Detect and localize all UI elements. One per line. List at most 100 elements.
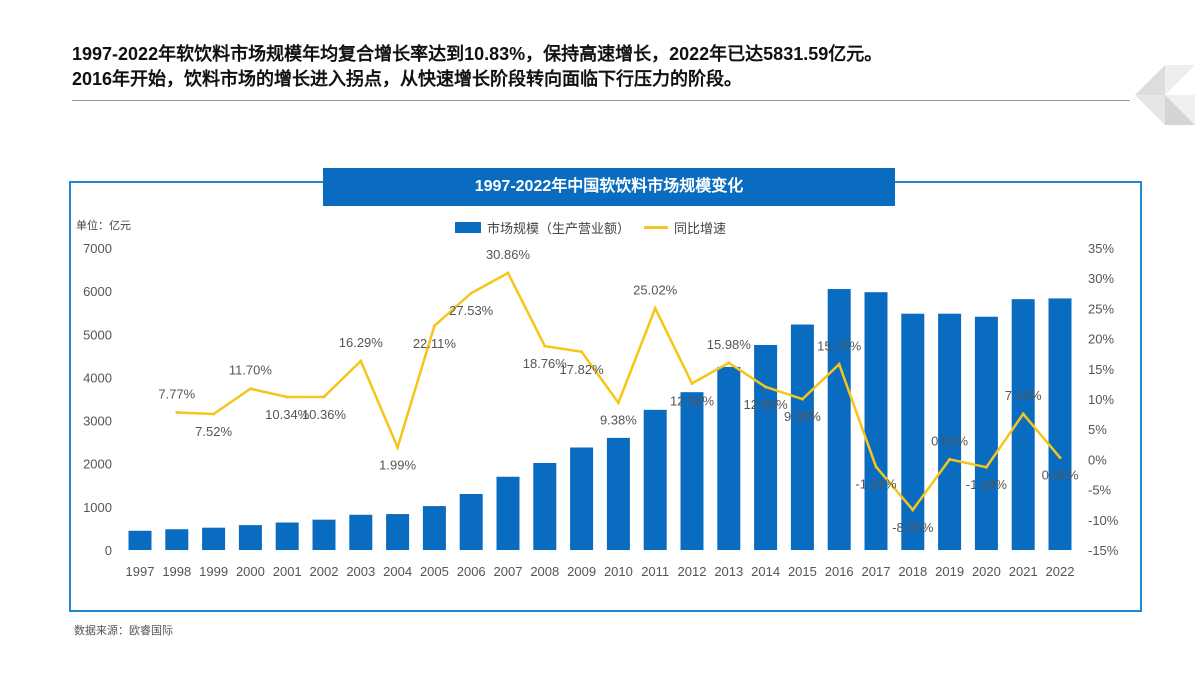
x-tick: 2021 — [1009, 564, 1038, 579]
y-right-tick: 35% — [1088, 241, 1114, 256]
data-label: 25.02% — [633, 282, 678, 297]
y-right-tick: 25% — [1088, 301, 1114, 316]
data-label: 7.77% — [158, 386, 195, 401]
growth-point — [212, 412, 216, 416]
data-label: 16.29% — [339, 335, 384, 350]
source-note: 数据来源：欧睿国际 — [74, 625, 173, 637]
bar — [827, 289, 851, 550]
growth-point — [359, 359, 363, 363]
chart-title: 1997-2022年中国软饮料市场规模变化 — [323, 168, 895, 206]
headline-line-2: 2016年开始，饮料市场的增长进入拐点，从快速增长阶段转向面临下行压力的阶段。 — [72, 69, 743, 89]
growth-point — [727, 361, 731, 365]
bar — [606, 437, 630, 550]
growth-point — [1058, 456, 1062, 460]
y-right-tick: -15% — [1088, 543, 1119, 558]
x-tick: 1999 — [199, 564, 228, 579]
data-label: 10.34% — [265, 407, 310, 422]
x-tick: 2007 — [494, 564, 523, 579]
bar — [717, 366, 741, 550]
legend: 市场规模（生产营业额） 同比增速 — [455, 218, 726, 237]
x-tick: 2012 — [678, 564, 707, 579]
x-tick: 2008 — [530, 564, 559, 579]
data-label: 7.53% — [1005, 388, 1042, 403]
y-left-tick: 3000 — [83, 414, 112, 429]
x-tick: 2002 — [310, 564, 339, 579]
bar — [974, 316, 998, 550]
growth-point — [874, 465, 878, 469]
data-label: 0.01% — [931, 433, 968, 448]
bar — [312, 519, 336, 550]
y-right-tick: 0% — [1088, 452, 1107, 467]
y-right-tick: 10% — [1088, 392, 1114, 407]
y-left-tick: 2000 — [83, 457, 112, 472]
growth-point — [690, 381, 694, 385]
unit-label: 单位：亿元 — [76, 220, 131, 232]
bar — [1011, 299, 1035, 550]
growth-point — [322, 395, 326, 399]
data-label: 7.52% — [195, 424, 232, 439]
growth-point — [580, 350, 584, 354]
bar — [386, 514, 410, 550]
y-left-tick: 5000 — [83, 327, 112, 342]
legend-bar-swatch — [455, 222, 481, 233]
bar — [680, 392, 704, 550]
growth-point — [175, 410, 179, 414]
bar — [238, 525, 262, 550]
x-tick: 1997 — [126, 564, 155, 579]
x-tick: 2015 — [788, 564, 817, 579]
x-tick: 2006 — [457, 564, 486, 579]
bar — [349, 514, 373, 550]
data-label: 9.38% — [600, 413, 637, 428]
x-tick: 2003 — [346, 564, 375, 579]
bar — [275, 522, 299, 550]
y-right-tick: -5% — [1088, 483, 1112, 498]
bar — [864, 292, 888, 550]
data-label: -8.35% — [892, 520, 934, 535]
data-label: 15.98% — [707, 337, 752, 352]
growth-point — [248, 387, 252, 391]
bar — [790, 324, 814, 550]
growth-point — [948, 457, 952, 461]
bar — [128, 530, 152, 550]
x-tick: 2013 — [714, 564, 743, 579]
data-label: 17.82% — [560, 362, 605, 377]
data-label: 22.11% — [413, 336, 457, 351]
data-label: 12.58% — [670, 393, 715, 408]
data-label: 18.76% — [523, 356, 568, 371]
legend-line-swatch — [644, 226, 669, 229]
growth-point — [432, 324, 436, 328]
growth-point — [285, 395, 289, 399]
bar — [643, 409, 667, 550]
x-tick: 2004 — [383, 564, 412, 579]
y-right-tick: 5% — [1088, 422, 1107, 437]
data-label: 30.86% — [486, 247, 531, 262]
bar — [459, 494, 483, 550]
y-left-tick: 1000 — [83, 500, 112, 515]
headline-line-1: 1997-2022年软饮料市场规模年均复合增长率达到10.83%，保持高速增长，… — [72, 44, 883, 64]
x-tick: 1998 — [162, 564, 191, 579]
x-tick: 2014 — [751, 564, 780, 579]
growth-point — [800, 397, 804, 401]
headline: 1997-2022年软饮料市场规模年均复合增长率达到10.83%，保持高速增长，… — [72, 42, 882, 92]
divider — [72, 100, 1130, 101]
y-right-tick: -10% — [1088, 513, 1119, 528]
bar — [938, 313, 962, 550]
bar — [422, 506, 446, 550]
y-right-tick: 20% — [1088, 332, 1114, 347]
data-label: -1.29% — [966, 477, 1008, 492]
bar — [570, 447, 594, 550]
x-tick: 2016 — [825, 564, 854, 579]
growth-point — [506, 271, 510, 275]
x-tick: 2011 — [641, 564, 669, 579]
growth-point — [543, 344, 547, 348]
x-tick: 2001 — [273, 564, 302, 579]
growth-point — [653, 306, 657, 310]
x-tick: 2005 — [420, 564, 449, 579]
legend-bar-label: 市场规模（生产营业额） — [487, 221, 631, 236]
bar — [202, 527, 226, 550]
data-label: 27.53% — [449, 303, 494, 318]
growth-point — [764, 385, 768, 389]
growth-point — [837, 362, 841, 366]
data-label: 1.99% — [379, 457, 416, 472]
